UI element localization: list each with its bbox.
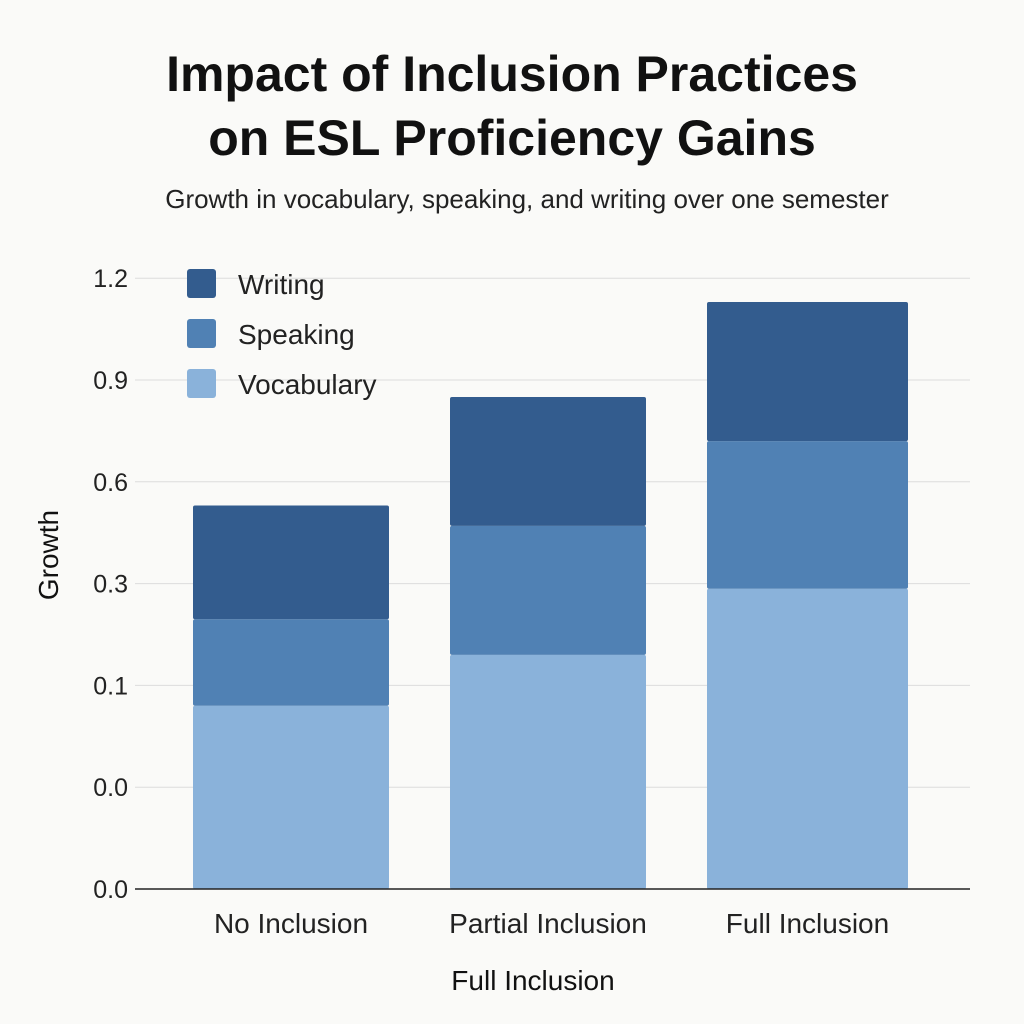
chart-title-line1: Impact of Inclusion Practices [166,46,858,102]
bar-segment-vocabulary [193,705,389,889]
legend-label-writing: Writing [238,269,325,300]
bar-segment-vocabulary [450,654,646,889]
chart-title: Impact of Inclusion Practices on ESL Pro… [0,42,1024,170]
bar-segment-speaking [193,619,389,706]
y-tick-label: 0.0 [93,774,128,802]
x-tick-label: No Inclusion [214,908,368,939]
bar-segment-writing [193,505,389,620]
y-axis-label: Growth [33,510,64,600]
bar-segment-speaking [707,441,908,589]
legend-swatch-writing [187,269,216,298]
x-tick-label: Partial Inclusion [449,908,647,939]
chart-title-line2: on ESL Proficiency Gains [208,110,816,166]
bar-segment-writing [450,396,646,526]
y-tick-label: 1.2 [93,265,128,293]
x-axis-label: Full Inclusion [451,965,614,996]
y-tick-label: 0.3 [93,571,128,599]
chart-subtitle: Growth in vocabulary, speaking, and writ… [165,184,889,214]
y-tick-label: 0.1 [93,672,128,700]
bar-segment-vocabulary [707,588,908,889]
x-tick-label: Full Inclusion [726,908,889,939]
bar-segment-speaking [450,525,646,655]
legend-swatch-speaking [187,319,216,348]
legend-swatch-vocabulary [187,369,216,398]
y-tick-label: 0.9 [93,367,128,395]
bar-segment-writing [707,301,908,442]
y-tick-label: 0.6 [93,469,128,497]
legend-label-speaking: Speaking [238,319,355,350]
legend-label-vocabulary: Vocabulary [238,369,377,400]
y-tick-label: 0.0 [93,876,128,904]
